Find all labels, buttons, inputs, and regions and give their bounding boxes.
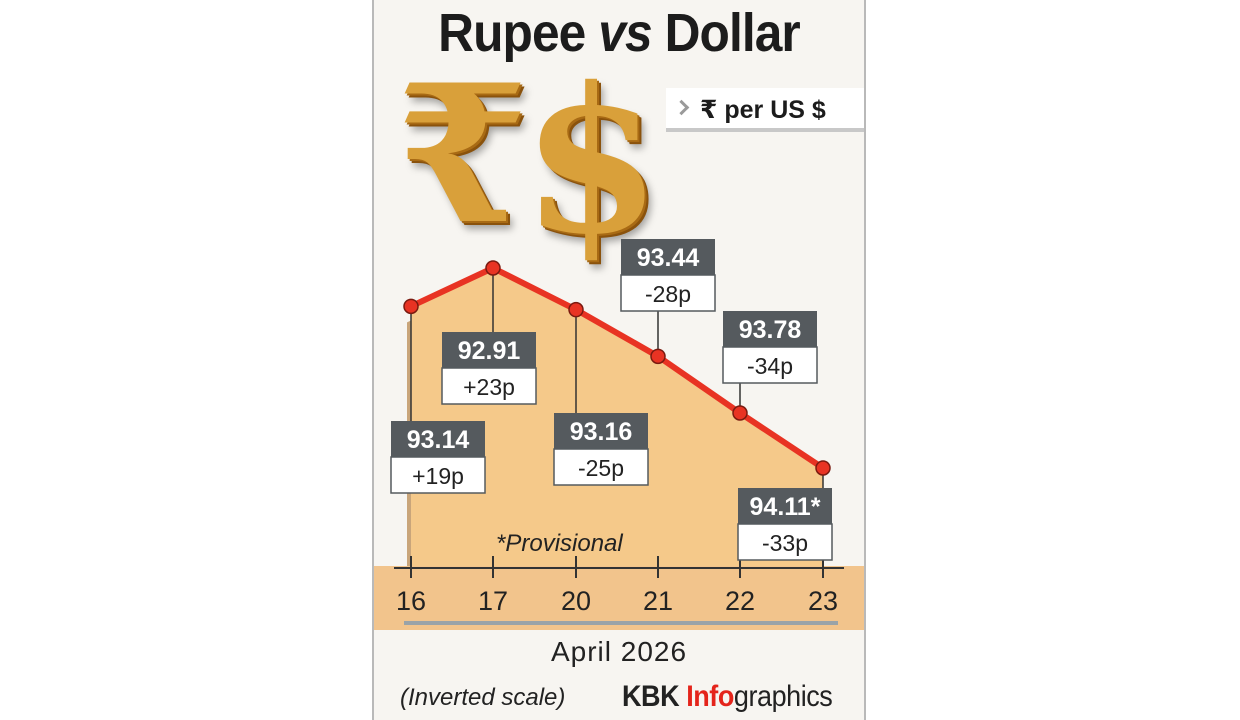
data-label-change-22: -34p	[747, 353, 793, 379]
data-point-22	[732, 405, 748, 421]
x-tick-label-16: 16	[396, 586, 426, 616]
value-box-header-20	[554, 413, 648, 449]
value-box-body-21	[620, 274, 716, 312]
data-label-value-17: 92.91	[458, 337, 521, 365]
x-axis-title: April 2026	[550, 636, 688, 667]
title-part-dollar: Dollar	[651, 3, 801, 63]
data-label-change-23: -33p	[762, 530, 808, 556]
x-tick-label-20: 20	[561, 586, 591, 616]
credit-part-kbk: KBK	[622, 680, 687, 713]
data-point-20	[568, 301, 584, 318]
data-label-change-21: -28p	[645, 281, 691, 307]
credit-label: KBK Infographics	[622, 680, 833, 714]
data-label-value-23: 94.11*	[750, 493, 821, 521]
value-box-body-16	[390, 456, 486, 494]
series-line	[409, 265, 825, 471]
value-box-body-22	[722, 346, 818, 384]
title-part-vs: vs	[598, 3, 652, 63]
value-box-body-23	[737, 523, 833, 561]
dollar-symbol-icon: $	[522, 44, 662, 279]
title-part-rupee: Rupee	[438, 3, 599, 63]
x-tick-label-21: 21	[643, 586, 673, 616]
data-point-21	[650, 348, 666, 365]
infographic-panel: Rupee vs Dollar ₹ per US $ ₹ $ 16 17 20 21 2…	[372, 0, 866, 720]
x-tick-label-22: 22	[725, 586, 755, 616]
ground-band	[374, 566, 864, 630]
data-label-value-20: 93.16	[570, 418, 633, 446]
data-label-value-22: 93.78	[739, 316, 802, 344]
data-label-change-17: +23p	[463, 374, 515, 400]
provisional-note: *Provisional	[496, 530, 623, 557]
value-box-header-22	[723, 311, 817, 347]
inverted-scale-note: (Inverted scale)	[400, 684, 566, 711]
data-point-17	[485, 260, 501, 276]
value-box-header-16	[391, 421, 485, 457]
axis-underline	[404, 621, 838, 625]
value-box-body-20	[553, 448, 649, 486]
credit-part-info: Info	[686, 680, 734, 713]
data-label-change-20: -25p	[578, 455, 624, 481]
data-label-change-16: +19p	[412, 463, 464, 489]
value-box-header-17	[442, 332, 536, 368]
x-tick-label-23: 23	[808, 586, 838, 616]
credit-part-graphics: graphics	[733, 680, 833, 713]
data-label-value-16: 93.14	[407, 426, 470, 454]
unit-label: ₹ per US $	[666, 88, 864, 132]
data-point-23	[815, 460, 831, 476]
chart-title: Rupee vs Dollar	[394, 2, 845, 64]
line-chart: 16 17 20 21 22 23 93.14 +19p 92.91 +23p 93.16 -25p 9…	[374, 239, 864, 630]
data-label-value-21: 93.44	[637, 244, 700, 272]
x-tick-label-17: 17	[478, 586, 508, 616]
value-box-header-21	[621, 239, 715, 275]
rupee-symbol-icon: ₹	[396, 43, 529, 266]
value-box-header-23	[738, 488, 832, 524]
value-box-body-17	[441, 367, 537, 405]
data-point-16	[403, 298, 419, 315]
